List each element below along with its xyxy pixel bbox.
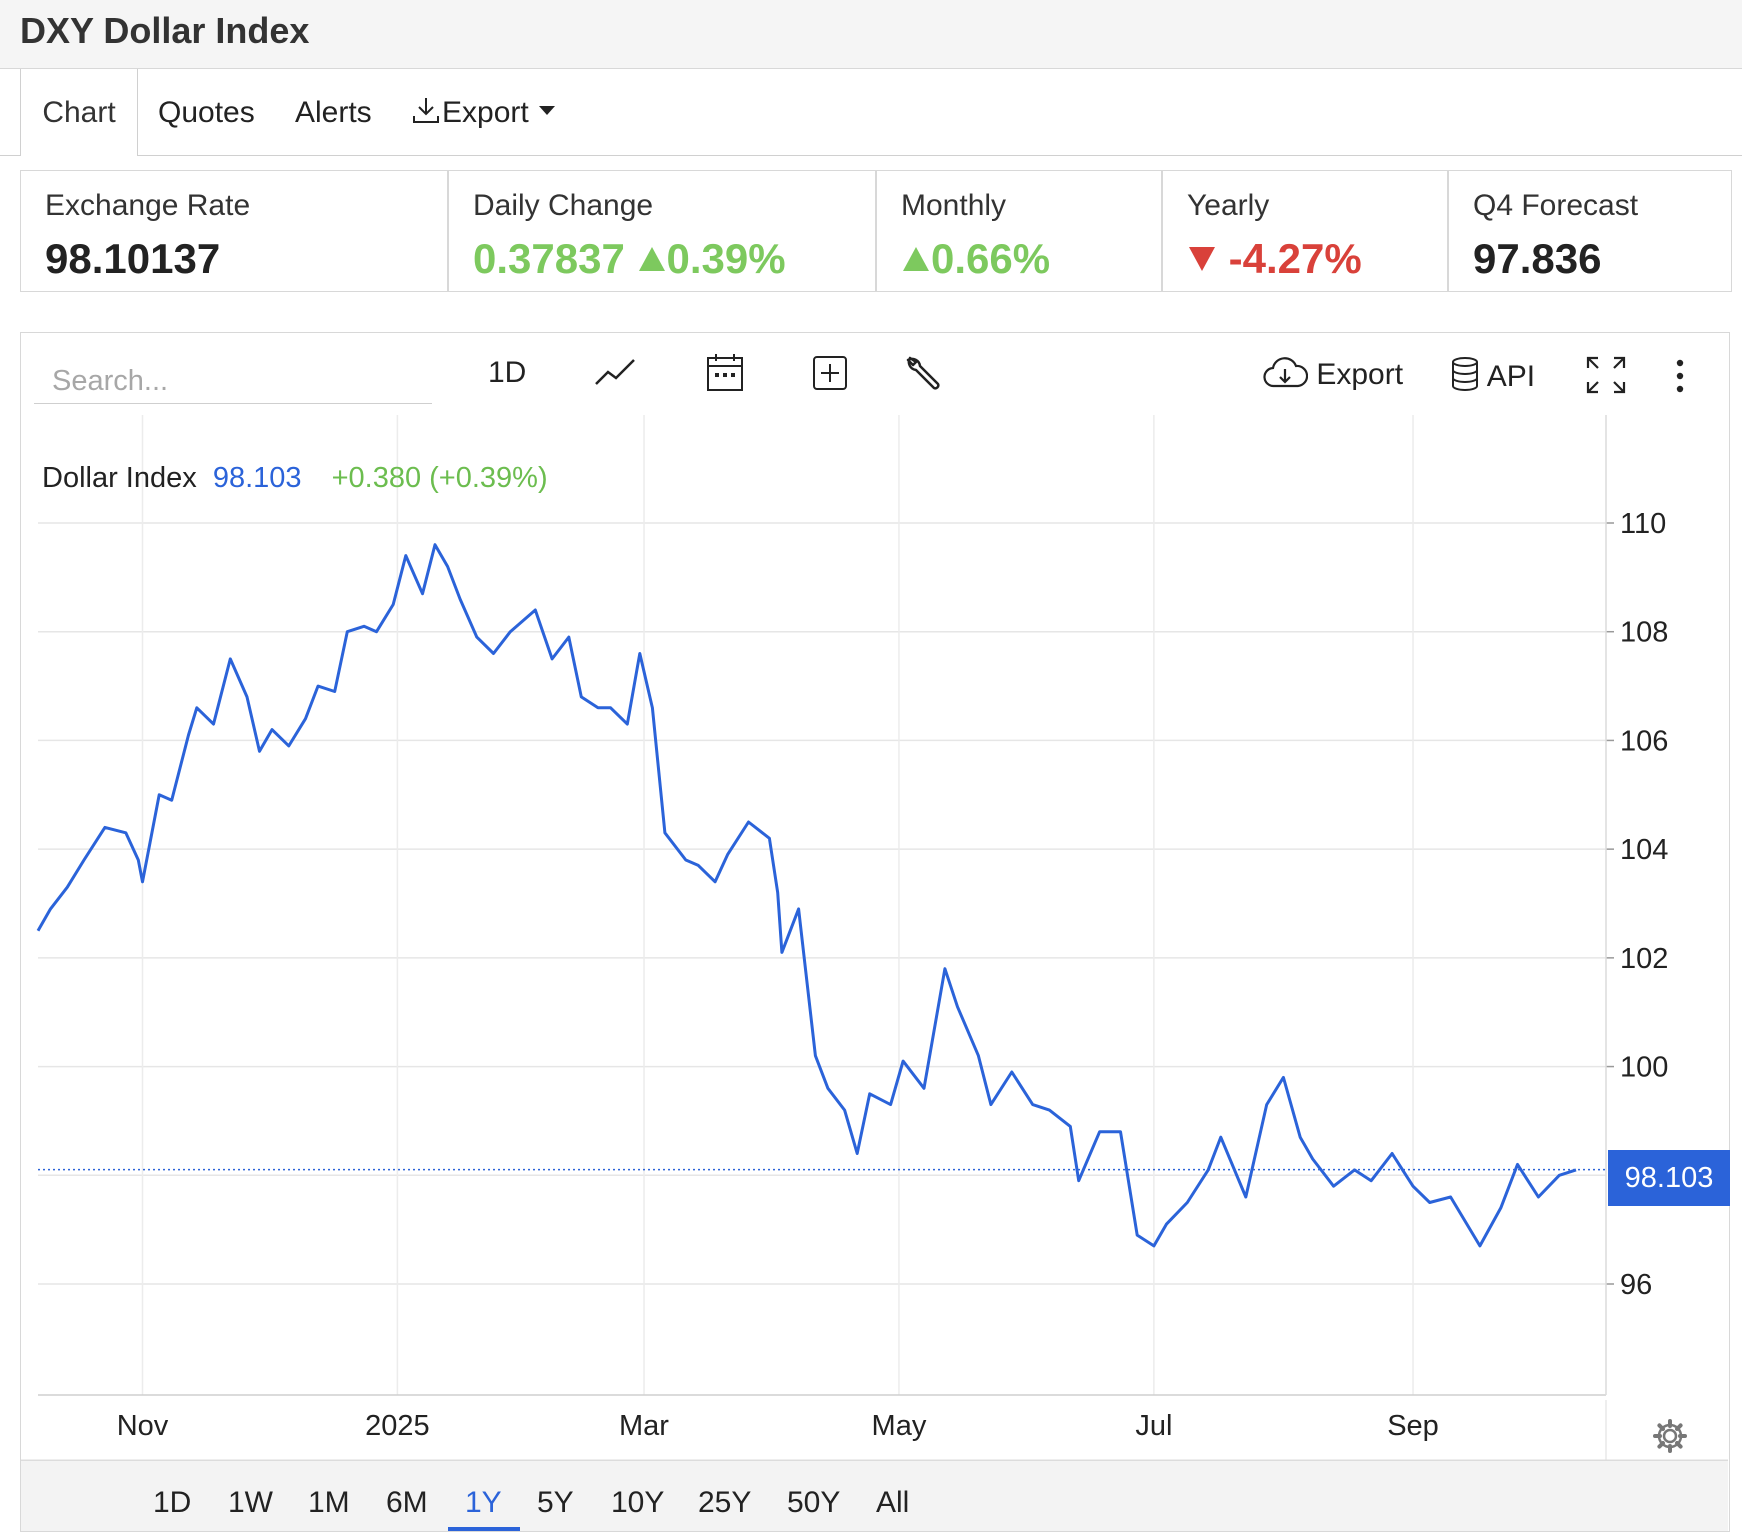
stat-label: Q4 Forecast xyxy=(1473,189,1639,222)
legend-series-name: Dollar Index xyxy=(42,462,197,494)
stat-label: Yearly xyxy=(1187,189,1270,222)
calendar-icon[interactable] xyxy=(706,352,744,392)
more-options-icon[interactable] xyxy=(1672,358,1688,394)
line-layer xyxy=(36,543,1608,1248)
tab-export[interactable]: Export xyxy=(410,69,557,155)
stats-row: Exchange Rate 98.10137 Daily Change 0.37… xyxy=(20,170,1732,292)
database-icon xyxy=(1452,357,1478,391)
range-50y[interactable]: 50Y xyxy=(787,1486,841,1519)
settings-gear-icon[interactable] xyxy=(1652,1418,1688,1454)
chart-export-label: Export xyxy=(1316,358,1404,391)
stat-label: Daily Change xyxy=(473,189,654,222)
x-tick-label: May xyxy=(872,1410,927,1442)
series-line-dollar-index xyxy=(36,543,1577,1248)
legend-value: 98.103 xyxy=(213,462,302,494)
active-range-indicator xyxy=(448,1527,520,1531)
range-selector-bar xyxy=(21,1460,1728,1531)
grid-layer xyxy=(21,415,1728,1461)
legend: Dollar Index 98.103 +0.380 (+0.39%) xyxy=(42,462,548,494)
range-1d[interactable]: 1D xyxy=(153,1486,192,1519)
range-6m[interactable]: 6M xyxy=(386,1486,428,1519)
y-tick-label: 104 xyxy=(1620,834,1668,866)
range-10y[interactable]: 10Y xyxy=(611,1486,665,1519)
stat-label: Monthly xyxy=(901,189,1007,222)
y-tick-label: 102 xyxy=(1620,943,1668,975)
range-all[interactable]: All xyxy=(876,1486,910,1519)
cloud-download-icon xyxy=(1263,357,1309,388)
stat-q4-forecast: Q4 Forecast 97.836 xyxy=(1448,170,1732,292)
y-tick-label: 100 xyxy=(1620,1052,1668,1084)
monthly-percent: 0.66% xyxy=(931,235,1051,282)
range-25y[interactable]: 25Y xyxy=(698,1486,752,1519)
y-tick-label: 96 xyxy=(1620,1269,1652,1301)
line-chart-icon[interactable] xyxy=(594,356,636,390)
stat-exchange-rate: Exchange Rate 98.10137 xyxy=(20,170,448,292)
tab-quotes[interactable]: Quotes xyxy=(158,96,255,129)
daily-change-amount: 0.37837 xyxy=(473,235,625,282)
stat-label: Exchange Rate xyxy=(45,189,251,222)
fullscreen-icon[interactable] xyxy=(1586,356,1626,394)
download-icon xyxy=(413,98,439,123)
range-5y[interactable]: 5Y xyxy=(537,1486,574,1519)
last-price-badge: 98.103 xyxy=(1608,1150,1730,1206)
interval-button[interactable]: 1D xyxy=(488,356,527,389)
down-triangle-icon xyxy=(1189,247,1215,271)
label-layer: 96 100 102 104 106 108 110 Nov 2025 Mar May Jul Sep xyxy=(117,508,1669,1442)
x-tick-label: Sep xyxy=(1387,1410,1439,1442)
chart-export-button[interactable]: Export xyxy=(1262,356,1403,392)
x-tick-label: 2025 xyxy=(365,1410,430,1442)
page-title: DXY Dollar Index xyxy=(20,10,310,51)
caret-down-icon xyxy=(539,106,556,115)
legend-change: +0.380 (+0.39%) xyxy=(332,462,548,494)
y-tick-label: 110 xyxy=(1620,508,1666,540)
stat-daily-change: Daily Change 0.37837 0.39% xyxy=(448,170,876,292)
exchange-rate-value: 98.10137 xyxy=(45,235,221,282)
search-input[interactable] xyxy=(34,360,432,404)
daily-change-value: 0.37837 0.39% xyxy=(473,235,786,283)
daily-change-percent: 0.39% xyxy=(666,235,786,282)
add-indicator-icon[interactable] xyxy=(812,355,848,391)
chart-panel xyxy=(20,332,1730,1532)
up-triangle-icon xyxy=(903,247,929,271)
yearly-value: -4.27% xyxy=(1187,235,1362,283)
x-tick-label: Jul xyxy=(1135,1410,1172,1442)
tab-export-label: Export xyxy=(442,96,529,129)
tab-bar: Chart Quotes Alerts Export xyxy=(0,69,1742,156)
stat-yearly: Yearly -4.27% xyxy=(1162,170,1448,292)
wrench-icon[interactable] xyxy=(904,354,942,394)
title-bar xyxy=(0,0,1742,69)
monthly-value: 0.66% xyxy=(901,235,1050,283)
tab-chart[interactable]: Chart xyxy=(20,69,138,156)
api-button[interactable]: API xyxy=(1450,356,1535,394)
q4-forecast-value: 97.836 xyxy=(1473,235,1602,282)
range-1y[interactable]: 1Y xyxy=(465,1486,502,1519)
y-tick-label: 108 xyxy=(1620,617,1668,649)
range-1w[interactable]: 1W xyxy=(228,1486,273,1519)
y-tick-label: 106 xyxy=(1620,725,1668,757)
tab-alerts[interactable]: Alerts xyxy=(295,96,372,129)
api-label: API xyxy=(1486,360,1536,393)
x-tick-label: Nov xyxy=(117,1410,169,1442)
yearly-percent: -4.27% xyxy=(1228,235,1362,282)
stat-monthly: Monthly 0.66% xyxy=(876,170,1162,292)
x-tick-label: Mar xyxy=(619,1410,669,1442)
range-1m[interactable]: 1M xyxy=(308,1486,350,1519)
up-triangle-icon xyxy=(638,247,665,271)
